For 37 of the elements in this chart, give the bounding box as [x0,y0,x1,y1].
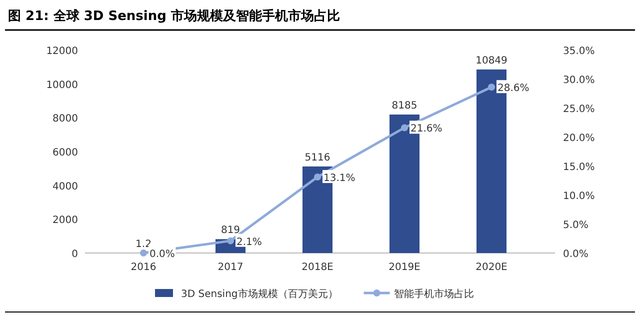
data-label: 2.1% [236,236,262,248]
y2-tick-label: 15.0% [563,162,595,173]
legend-label: 智能手机市场占比 [394,288,474,300]
data-label: 0.0% [150,249,175,260]
y-tick-label: 10000 [46,80,78,91]
point [401,124,408,132]
y2-tick-label: 0.0% [563,249,588,260]
y-tick-label: 8000 [52,114,78,125]
y2-tick-label: 25.0% [563,104,595,115]
point [140,250,147,256]
data-label: 8185 [392,100,418,112]
data-label: 21.6% [410,124,442,135]
y2-tick-label: 20.0% [563,133,595,144]
point [227,237,234,244]
x-tick-label: 2016 [130,262,156,273]
data-label: 28.6% [498,83,530,94]
data-label: 819 [220,225,240,236]
y-tick-label: 12000 [46,46,78,57]
y-tick-label: 0 [72,249,78,260]
y2-tick-label: 30.0% [563,75,595,86]
y-tick-label: 2000 [52,215,78,226]
x-tick-label: 2018E [302,262,334,273]
chart-title: 图 21: 全球 3D Sensing 市场规模及智能手机市场占比 [8,8,340,24]
x-tick-label: 2019E [388,262,420,273]
x-tick-label: 2020E [476,262,508,273]
legend-label: 3D Sensing市场规模（百万美元） [181,288,338,300]
y-tick-label: 6000 [52,148,78,158]
data-label: 13.1% [324,173,356,184]
y2-tick-label: 10.0% [563,191,595,202]
y-tick-label: 4000 [52,181,78,192]
y2-tick-label: 35.0% [563,46,595,57]
data-label: 10849 [476,55,508,66]
point [314,174,321,181]
y2-tick-label: 5.0% [563,220,588,231]
point [488,84,495,91]
data-label: 5116 [304,152,330,164]
x-tick-label: 2017 [218,262,244,273]
